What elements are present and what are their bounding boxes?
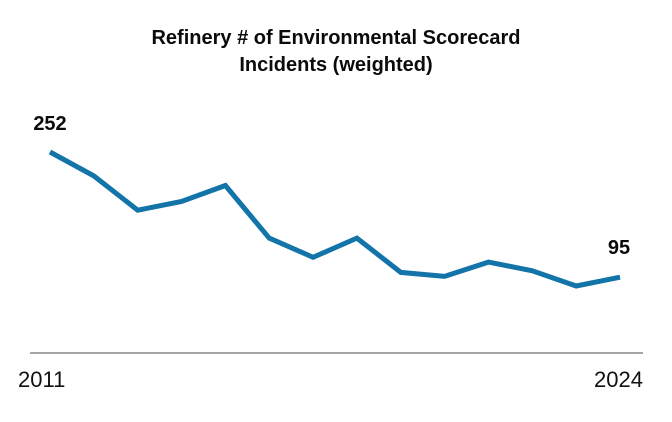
chart-title-line2: Incidents (weighted)	[239, 54, 433, 76]
data-label-first-point: 252	[33, 113, 67, 135]
chart-title-line1: Refinery # of Environmental Scorecard	[151, 27, 521, 49]
data-label-last-point: 95	[607, 237, 631, 259]
trend-line	[48, 149, 621, 289]
x-tick-start-year: 2011	[18, 367, 66, 392]
chart-title: Refinery # of Environmental Scorecard In…	[0, 25, 672, 79]
x-tick-end-year: 2024	[594, 367, 643, 392]
